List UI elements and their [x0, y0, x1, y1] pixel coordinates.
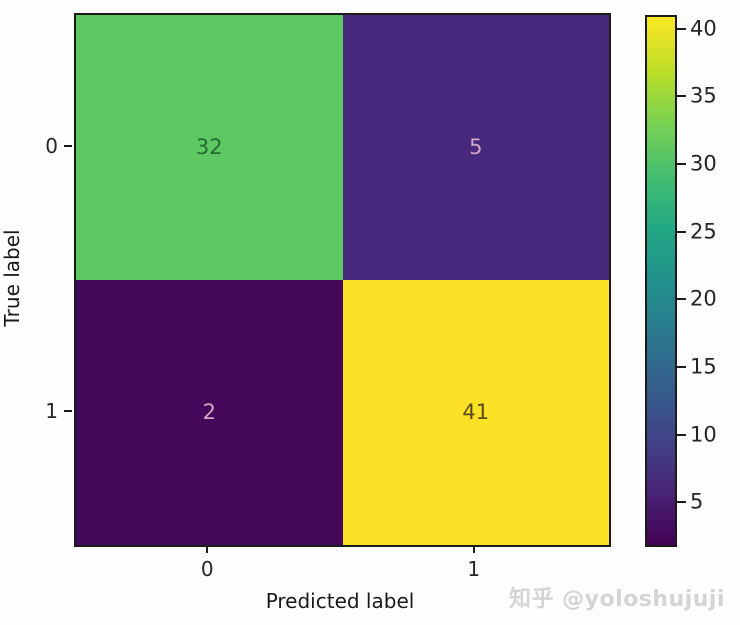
colorbar-tick-mark	[677, 501, 686, 504]
colorbar-tick-mark	[677, 95, 686, 98]
matrix-cell-r1c0: 2	[76, 280, 343, 545]
colorbar-tick-mark	[677, 433, 686, 436]
matrix-cell-value: 41	[462, 400, 490, 424]
x-tick-mark	[206, 545, 209, 553]
x-axis-label: Predicted label	[265, 589, 415, 613]
colorbar-tick-label: 35	[690, 83, 717, 108]
colorbar-tick-label: 5	[690, 489, 704, 514]
matrix-cell-r1c1: 41	[342, 280, 609, 545]
matrix-cell-value: 2	[202, 400, 216, 424]
y-tick-mark	[64, 144, 72, 147]
matrix-cell-value: 32	[195, 135, 223, 159]
x-tick-label: 0	[200, 557, 214, 581]
watermark-text: 知乎 @yoloshujuji	[509, 587, 725, 612]
x-tick-label: 1	[467, 557, 481, 581]
colorbar-tick-label: 40	[690, 16, 717, 41]
matrix-cell-value: 5	[469, 135, 483, 159]
colorbar-tick-mark	[677, 162, 686, 165]
colorbar-tick-mark	[677, 298, 686, 301]
colorbar-tick-mark	[677, 27, 686, 30]
colorbar-gradient	[647, 17, 675, 545]
matrix-plot-area: 32 5 2 41	[74, 13, 611, 547]
matrix-cell-r0c1: 5	[342, 15, 609, 280]
y-tick-label: 1	[45, 398, 58, 423]
colorbar-tick-label: 20	[690, 286, 717, 311]
colorbar-tick-label: 25	[690, 219, 717, 244]
x-tick-mark	[472, 545, 475, 553]
matrix-cell-r0c0: 32	[76, 15, 343, 280]
colorbar-tick-label: 30	[690, 151, 717, 176]
colorbar-tick-label: 10	[690, 422, 717, 447]
colorbar-tick-mark	[677, 230, 686, 233]
y-tick-mark	[64, 409, 72, 412]
colorbar-tick-mark	[677, 366, 686, 368]
colorbar	[645, 15, 677, 547]
y-axis-label: True label	[0, 229, 24, 327]
colorbar-tick-label: 15	[690, 354, 717, 379]
y-tick-label: 0	[45, 133, 58, 158]
